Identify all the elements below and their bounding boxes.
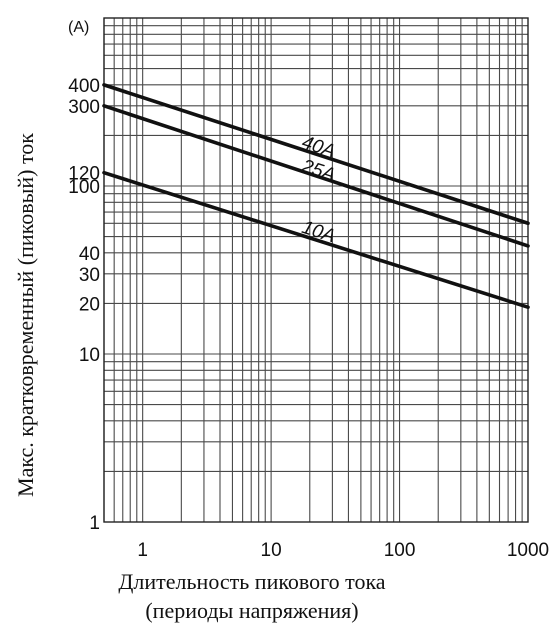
y-tick-label: 30: [79, 265, 100, 286]
x-tick-label: 1: [137, 540, 148, 561]
series-line-40A: [102, 83, 530, 226]
x-axis-label-line-1: Длительность пикового тока: [118, 569, 385, 594]
series-line-10A: [102, 170, 530, 309]
x-tick-label: 1000: [507, 540, 549, 561]
y-tick-label: 100: [68, 177, 100, 198]
y-unit-label: (A): [68, 19, 89, 36]
y-tick-label: 20: [79, 294, 100, 315]
x-tick-label: 10: [261, 540, 282, 561]
y-tick-label: 300: [68, 97, 100, 118]
plot-frame: [103, 17, 529, 523]
y-tick-label: 10: [79, 345, 100, 366]
series-group: [102, 83, 530, 309]
y-tick-label: 400: [68, 76, 100, 97]
y-tick-label: 120: [68, 164, 100, 185]
x-tick-label: 100: [384, 540, 416, 561]
x-axis-label-line-2: (периоды напряжения): [145, 598, 358, 623]
x-tick-labels: 1 10 100 1000: [137, 540, 549, 561]
grid: [103, 18, 528, 523]
y-axis-label: Макс. кратковременный (пиковый) ток: [13, 133, 38, 497]
series-line-25A: [102, 104, 530, 248]
y-tick-label: 1: [89, 513, 100, 534]
y-tick-label: 40: [79, 244, 100, 265]
